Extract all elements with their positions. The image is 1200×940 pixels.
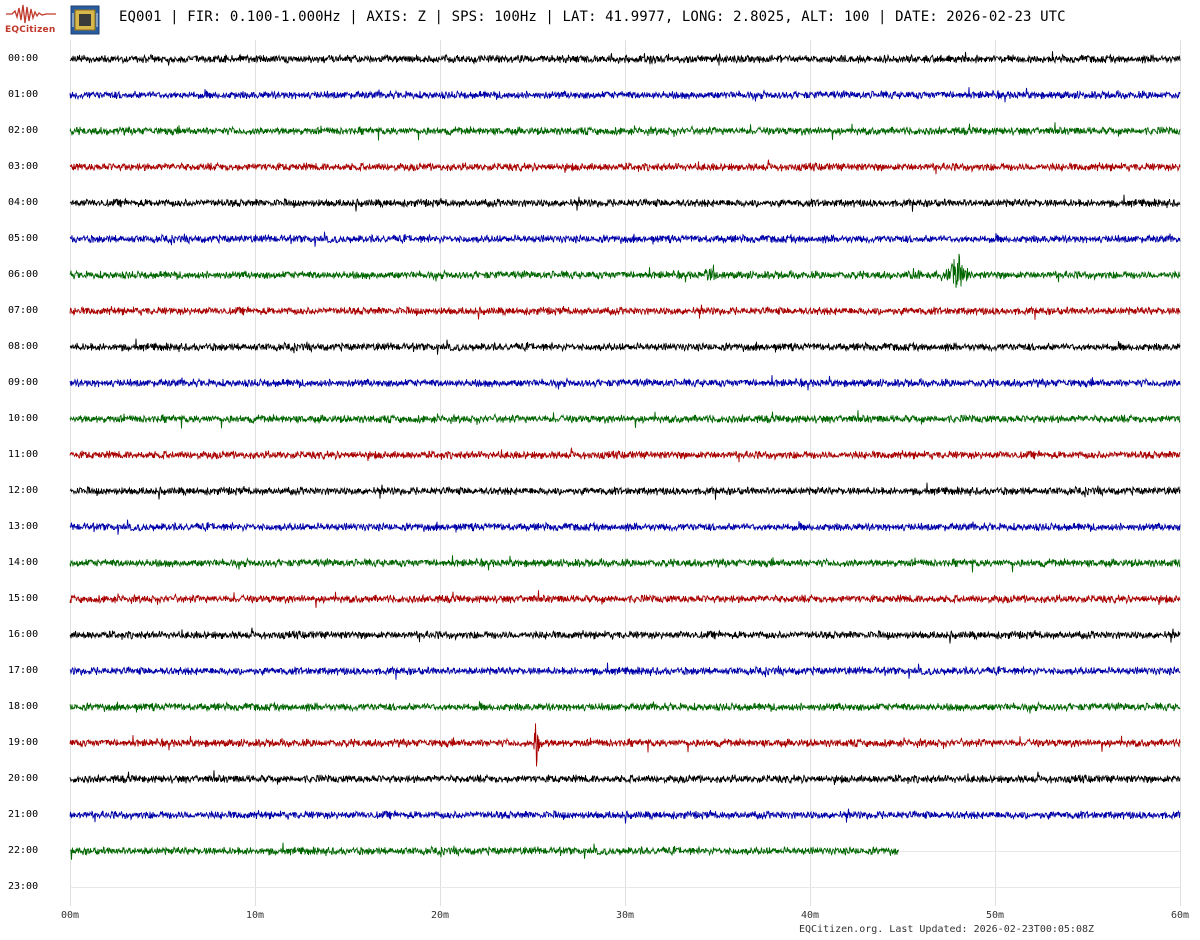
chart-title: EQ001 | FIR: 0.100-1.000Hz | AXIS: Z | S… (119, 9, 1066, 25)
hour-label: 11:00 (8, 449, 39, 460)
trace-0800 (69, 338, 1181, 355)
hour-label: 20:00 (8, 773, 39, 784)
header: EQCitizen EQ001 | FIR: 0.100-1.000Hz | A… (0, 0, 1200, 40)
last-updated-footer: EQCitizen.org. Last Updated: 2026-02-23T… (799, 924, 1095, 935)
trace-1600 (69, 627, 1181, 644)
trace-1800 (69, 701, 1181, 714)
x-tick-label: 50m (985, 910, 1005, 921)
trace-1100 (69, 447, 1181, 463)
trace-1500 (69, 590, 1181, 608)
sensor-chip-icon (70, 5, 100, 35)
x-tick-label: 60m (1170, 910, 1190, 921)
hour-label: 13:00 (8, 521, 39, 532)
x-tick-label: 20m (430, 910, 450, 921)
trace-1700 (69, 662, 1181, 680)
hour-label: 07:00 (8, 305, 39, 316)
hour-label: 21:00 (8, 809, 39, 820)
hour-label: 15:00 (8, 593, 39, 604)
trace-0500 (69, 231, 1181, 247)
trace-0400 (69, 194, 1181, 212)
hour-label: 09:00 (8, 377, 39, 388)
trace-2100 (69, 808, 1181, 824)
x-tick-label: 00m (60, 910, 80, 921)
seismograph-wave-icon (6, 4, 56, 24)
trace-1000 (69, 410, 1181, 429)
hour-label: 04:00 (8, 197, 39, 208)
hour-label: 18:00 (8, 701, 39, 712)
hour-label: 08:00 (8, 341, 39, 352)
hour-label: 22:00 (8, 845, 39, 856)
trace-0200 (69, 122, 1181, 141)
trace-1300 (69, 519, 1181, 535)
trace-2000 (69, 770, 1181, 785)
hour-label: 03:00 (8, 161, 39, 172)
hour-label: 17:00 (8, 665, 39, 676)
hour-label: 02:00 (8, 125, 39, 136)
trace-0700 (69, 304, 1181, 320)
hour-label: 23:00 (8, 881, 39, 892)
hour-label: 19:00 (8, 737, 39, 748)
trace-2200 (69, 842, 899, 860)
trace-0000 (69, 51, 1181, 66)
trace-0900 (69, 375, 1181, 391)
hour-label: 06:00 (8, 269, 39, 280)
trace-0300 (69, 159, 1181, 175)
x-tick-label: 30m (615, 910, 635, 921)
hour-label: 05:00 (8, 233, 39, 244)
x-tick-label: 40m (800, 910, 820, 921)
x-tick-label: 10m (245, 910, 265, 921)
hour-label: 16:00 (8, 629, 39, 640)
trace-1900 (69, 723, 1181, 767)
hour-label: 01:00 (8, 89, 39, 100)
trace-0600 (69, 253, 1181, 288)
hour-label: 14:00 (8, 557, 39, 568)
hour-label: 10:00 (8, 413, 39, 424)
trace-1400 (69, 555, 1181, 573)
logo-text: EQCitizen (5, 25, 56, 35)
trace-0100 (69, 87, 1181, 103)
hour-label: 12:00 (8, 485, 39, 496)
hour-label: 00:00 (8, 53, 39, 64)
trace-1200 (69, 482, 1181, 500)
